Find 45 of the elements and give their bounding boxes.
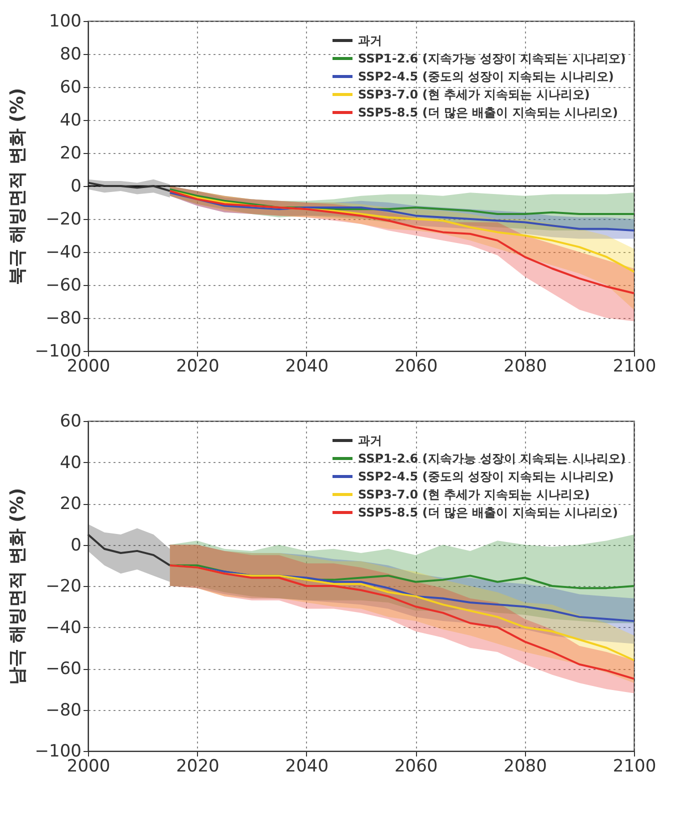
legend-label: SSP5-8.5 (더 많은 배출이 지속되는 시나리오) [358,506,618,520]
y-tick-label: −20 [46,210,82,230]
x-tick-label: 2040 [285,356,329,376]
y-tick-label: 20 [60,144,82,164]
y-tick-label: −80 [46,308,82,328]
y-tick-label: 0 [70,176,82,196]
y-tick-label: 0 [70,535,82,556]
x-tick-label: 2100 [612,756,656,776]
y-tick-label: 60 [60,412,82,432]
y-axis-title: 남극 해빙면적 변화 (%) [6,488,28,686]
x-tick-label: 2100 [612,356,656,376]
y-tick-label: 100 [49,12,82,32]
x-tick-label: 2000 [66,756,110,776]
y-tick-label: 40 [60,452,82,473]
x-tick-label: 2080 [504,756,547,776]
x-tick-label: 2060 [394,356,438,376]
legend-label: SSP5-8.5 (더 많은 배출이 지속되는 시나리오) [358,106,618,120]
x-tick-label: 2080 [504,356,547,376]
x-tick-label: 2020 [176,356,220,376]
y-tick-label: −40 [46,618,82,638]
y-tick-label: −20 [46,576,82,596]
legend-label: 과거 [358,434,382,448]
y-axis-title: 북극 해빙면적 변화 (%) [6,88,28,286]
legend-label: SSP1-2.6 (지속가능 성장이 지속되는 시나리오) [358,452,626,466]
legend-label: SSP2-4.5 (중도의 성장이 지속되는 시나리오) [358,70,614,84]
y-tick-label: −40 [46,242,82,262]
y-tick-label: −60 [46,659,82,679]
legend-label: SSP1-2.6 (지속가능 성장이 지속되는 시나리오) [358,52,626,66]
legend-label: 과거 [358,34,382,48]
legend-label: SSP3-7.0 (현 추세가 지속되는 시나리오) [358,88,590,102]
y-tick-label: 20 [60,494,82,514]
x-tick-label: 2000 [66,356,110,376]
legend-label: SSP2-4.5 (중도의 성장이 지속되는 시나리오) [358,470,614,484]
x-tick-label: 2040 [285,756,329,776]
x-tick-label: 2060 [394,756,438,776]
line-series [168,190,635,294]
y-tick-label: −60 [46,276,82,296]
y-tick-label: 40 [60,110,82,130]
y-tick-label: 80 [60,44,82,64]
y-tick-label: 60 [60,78,82,98]
y-tick-label: −80 [46,700,82,720]
line-series [168,564,635,680]
legend-label: SSP3-7.0 (현 추세가 지속되는 시나리오) [358,488,590,502]
x-tick-label: 2020 [176,756,220,776]
line-series [168,188,635,216]
